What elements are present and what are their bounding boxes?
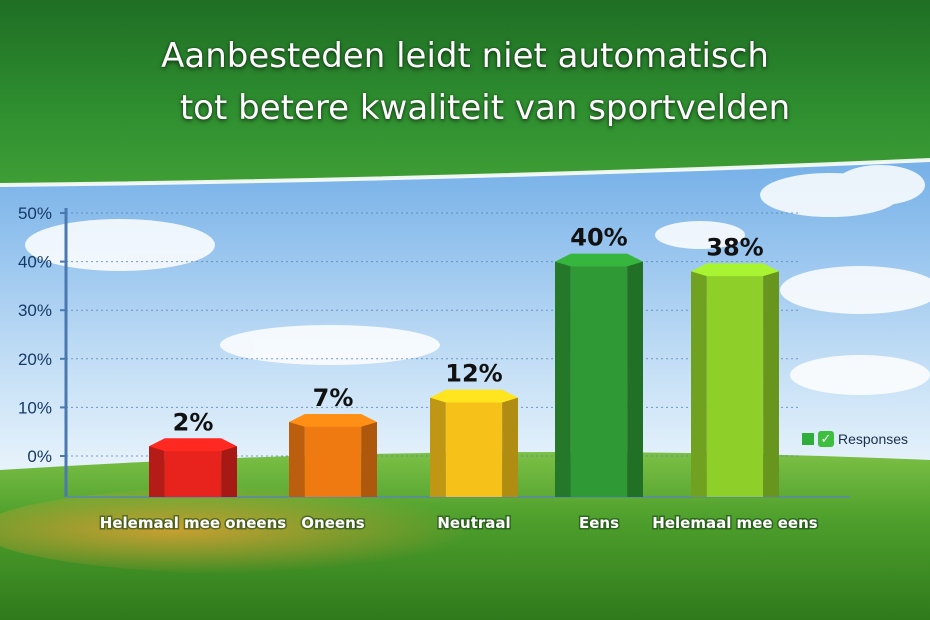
bar-top (691, 263, 779, 277)
bar-side-right (502, 397, 518, 497)
x-tick-label: Oneens (301, 514, 364, 532)
x-tick-label: Neutraal (437, 514, 510, 532)
bar (706, 271, 764, 497)
bar (304, 421, 362, 497)
bar-top (289, 413, 377, 427)
legend-swatch (802, 433, 814, 445)
title-banner: Aanbesteden leidt niet automatisch tot b… (0, 0, 930, 190)
bar (445, 397, 503, 497)
bar-top (149, 438, 237, 452)
bar-side-left (149, 446, 165, 497)
data-label: 7% (313, 384, 354, 412)
y-tick-label: 40% (18, 253, 52, 272)
bar-top (430, 389, 518, 403)
x-tick-label: Helemaal mee eens (652, 514, 818, 532)
data-label: 2% (173, 408, 214, 436)
y-tick-label: 50% (18, 204, 52, 223)
title-line-2: tot betere kwaliteit van sportvelden (179, 88, 791, 128)
chart-title: Aanbesteden leidt niet automatisch tot b… (0, 30, 930, 134)
bar (164, 446, 222, 497)
bar-top (555, 253, 643, 267)
bar-side-right (221, 446, 237, 497)
bar-side-right (361, 421, 377, 497)
data-label: 12% (445, 360, 502, 388)
bar (570, 261, 628, 497)
bar-side-right (763, 271, 779, 497)
bar-side-left (289, 421, 305, 497)
title-line-1: Aanbesteden leidt niet automatisch (161, 36, 769, 76)
data-label: 38% (706, 233, 763, 261)
bar-side-left (555, 261, 571, 497)
y-tick-label: 0% (27, 447, 52, 466)
bar-side-left (430, 397, 446, 497)
bar-side-right (627, 261, 643, 497)
y-tick-label: 20% (18, 350, 52, 369)
x-tick-label: Eens (579, 514, 619, 532)
x-tick-label: Helemaal mee oneens (100, 514, 286, 532)
y-tick-label: 10% (18, 398, 52, 417)
data-label: 40% (570, 224, 627, 252)
check-icon: ✓ (818, 431, 834, 447)
legend-label: Responses (838, 431, 909, 447)
bar-side-left (691, 271, 707, 497)
legend: ✓ Responses (802, 430, 908, 448)
y-tick-label: 30% (18, 301, 52, 320)
